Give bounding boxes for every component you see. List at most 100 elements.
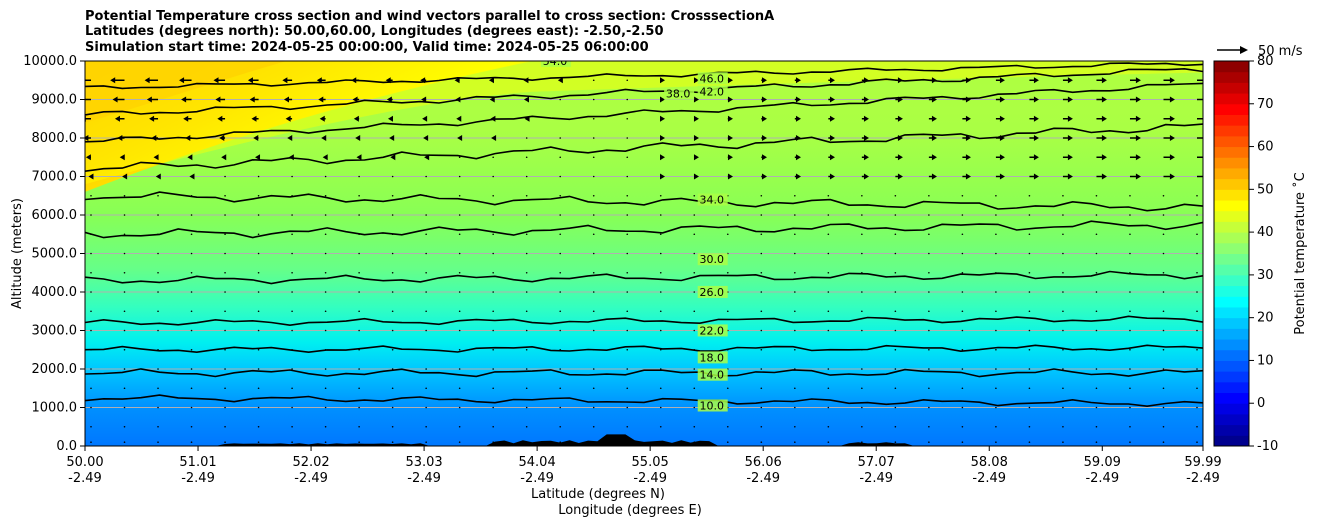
wind-vector-607 xyxy=(1062,115,1073,122)
wind-vector-464 xyxy=(827,194,830,197)
wind-vector-582 xyxy=(217,115,226,122)
wind-vector-502 xyxy=(962,173,971,180)
wind-vector-320 xyxy=(559,271,562,274)
wind-vector-232 xyxy=(1028,329,1031,332)
wind-vector-128 xyxy=(961,387,964,390)
y-tick-label-7: 7000.0 xyxy=(32,170,78,185)
wind-vector-622 xyxy=(421,96,427,103)
wind-vector-191 xyxy=(794,348,796,351)
wind-vector-640 xyxy=(1029,96,1039,103)
wind-vector-5 xyxy=(257,441,260,443)
wind-vector-279 xyxy=(324,291,327,293)
wind-vector-174 xyxy=(224,348,226,351)
wind-vector-290 xyxy=(693,291,696,293)
wind-vector-189 xyxy=(726,348,729,351)
contour-label-0: 10.0 xyxy=(699,400,724,413)
wind-vector-481 xyxy=(257,175,260,178)
wind-vector-455 xyxy=(525,194,528,197)
colorbar-tick-label-0: -10 xyxy=(1257,439,1278,454)
wind-vector-489 xyxy=(525,175,528,178)
wind-vector-83 xyxy=(592,406,595,409)
wind-vector-400 xyxy=(961,233,964,236)
wind-vector-224 xyxy=(760,329,763,332)
wind-vector-667 xyxy=(794,77,801,84)
wind-vector-426 xyxy=(693,214,696,216)
colorbar-segment-26 xyxy=(1214,157,1249,169)
wind-vector-431 xyxy=(861,214,863,216)
wind-vector-355 xyxy=(592,252,595,255)
wind-vector-620 xyxy=(352,96,360,103)
wind-vector-548 xyxy=(219,135,226,141)
wind-vector-234 xyxy=(1095,329,1098,332)
wind-vector-67 xyxy=(1196,425,1198,428)
wind-vector-97 xyxy=(1062,406,1064,409)
wind-vector-288 xyxy=(626,291,629,293)
colorbar-segment-32 xyxy=(1214,93,1249,105)
x-tick-lat-3: 53.03 xyxy=(405,455,442,470)
wind-vector-621 xyxy=(386,96,393,103)
wind-vector-580 xyxy=(149,115,159,122)
wind-vector-535 xyxy=(928,154,937,161)
wind-vector-184 xyxy=(559,348,562,351)
contour-label-9: 46.0 xyxy=(699,72,724,85)
wind-vector-424 xyxy=(626,214,629,216)
wind-vector-198 xyxy=(1028,348,1031,351)
contour-line-8 xyxy=(85,82,1203,143)
wind-vector-521 xyxy=(458,156,461,159)
wind-vector-317 xyxy=(458,271,461,274)
wind-vector-278 xyxy=(291,291,293,293)
wind-vector-304 xyxy=(1162,291,1165,293)
wind-vector-80 xyxy=(492,406,494,409)
wind-vector-7 xyxy=(324,441,327,443)
wind-vector-64 xyxy=(1095,425,1098,428)
wind-vector-373 xyxy=(1196,252,1198,255)
wind-vector-500 xyxy=(895,173,903,180)
wind-vector-528 xyxy=(693,154,699,161)
wind-vector-646 xyxy=(85,79,91,81)
wind-vector-499 xyxy=(861,173,869,180)
wind-vector-488 xyxy=(492,175,494,178)
wind-vector-47 xyxy=(525,425,528,428)
wind-vector-584 xyxy=(285,115,293,122)
wind-vector-533 xyxy=(861,154,869,161)
wind-vector-602 xyxy=(895,115,903,122)
wind-vector-250 xyxy=(492,310,494,313)
wind-vector-626 xyxy=(559,98,562,101)
wind-vector-362 xyxy=(827,252,830,255)
wind-vector-311 xyxy=(257,271,260,274)
wind-vector-412 xyxy=(224,214,226,216)
wind-vector-77 xyxy=(391,406,394,409)
wind-vector-277 xyxy=(257,291,260,293)
wind-vector-211 xyxy=(324,329,327,332)
x-axis-label-longitude: Longitude (degrees E) xyxy=(558,503,702,518)
x-tick-lat-4: 54.04 xyxy=(519,455,556,470)
wind-vector-477 xyxy=(122,173,128,180)
wind-vector-119 xyxy=(659,387,662,390)
wind-vector-302 xyxy=(1095,291,1098,293)
wind-vector-356 xyxy=(626,252,629,255)
wind-vector-204 xyxy=(90,329,92,332)
wind-vector-301 xyxy=(1062,291,1064,293)
wind-vector-625 xyxy=(523,96,529,103)
colorbar-segment-22 xyxy=(1214,200,1249,212)
wind-vector-153 xyxy=(659,368,662,370)
wind-vector-225 xyxy=(794,329,796,332)
colorbar-segment-5 xyxy=(1214,381,1249,394)
wind-vector-589 xyxy=(456,115,462,122)
wind-vector-416 xyxy=(358,214,360,216)
wind-vector-470 xyxy=(1028,194,1031,197)
wind-vector-71 xyxy=(190,406,193,409)
y-tick-label-3: 3000.0 xyxy=(32,324,78,339)
wind-vector-612 xyxy=(85,98,91,101)
wind-vector-183 xyxy=(525,348,528,351)
wind-vector-58 xyxy=(894,425,897,428)
colorbar-segment-9 xyxy=(1214,339,1249,351)
wind-vector-175 xyxy=(257,348,260,351)
contour-line-6 xyxy=(85,191,1203,212)
wind-vector-345 xyxy=(257,252,260,255)
wind-vector-616 xyxy=(215,96,226,103)
contour-label-2: 18.0 xyxy=(699,351,724,364)
wind-vector-101 xyxy=(1196,406,1198,409)
wind-vector-132 xyxy=(1095,387,1098,390)
warm-region-upper-left xyxy=(85,61,533,192)
